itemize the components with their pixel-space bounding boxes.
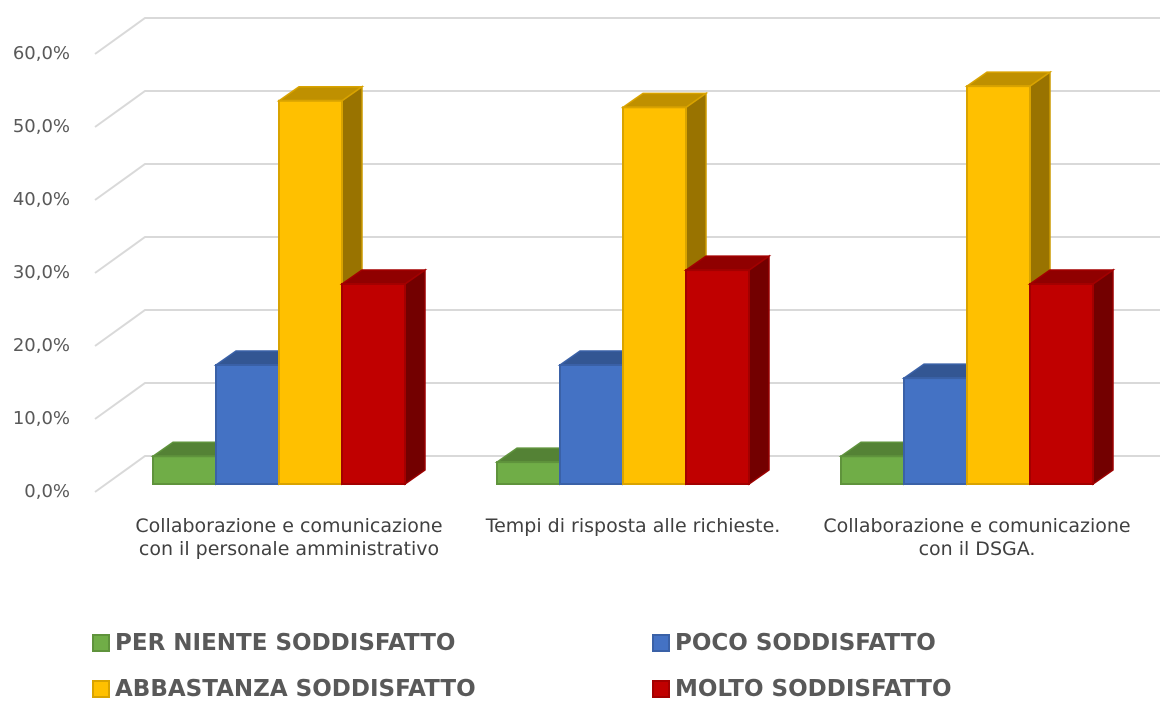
- bar-front: [341, 282, 406, 486]
- legend-label: POCO SODDISFATTO: [675, 630, 936, 656]
- grid-line: [94, 90, 1160, 128]
- grid-line: [94, 236, 1160, 274]
- legend-label: PER NIENTE SODDISFATTO: [115, 630, 456, 656]
- x-tick-label: Collaborazione e comunicazione con il DS…: [823, 515, 1131, 560]
- bar-front: [278, 99, 343, 485]
- y-tick-label: 10,0%: [13, 408, 70, 429]
- x-tick-label: Tempi di risposta alle richieste.: [485, 515, 781, 537]
- x-tick-label: Collaborazione e comunicazione con il pe…: [135, 515, 443, 560]
- legend-swatch: [652, 680, 670, 698]
- bar-front: [1029, 282, 1094, 486]
- grid-line: [94, 382, 1160, 420]
- grid-line: [94, 455, 1160, 493]
- bar-front: [903, 377, 968, 485]
- bar-side: [748, 254, 770, 486]
- legend-item: PER NIENTE SODDISFATTO: [92, 630, 455, 656]
- bar-side: [404, 268, 426, 486]
- bar-front: [559, 364, 624, 486]
- y-tick-label: 20,0%: [13, 335, 70, 356]
- y-tick-label: 50,0%: [13, 116, 70, 137]
- y-tick-label: 0,0%: [24, 481, 70, 502]
- bar-front: [840, 455, 905, 486]
- legend-item: MOLTO SODDISFATTO: [652, 676, 952, 702]
- bar-side: [1092, 268, 1114, 486]
- y-tick-label: 60,0%: [13, 43, 70, 64]
- bar: [339, 268, 428, 486]
- y-tick-label: 40,0%: [13, 189, 70, 210]
- bar: [1027, 268, 1116, 486]
- grid-line: [94, 309, 1160, 347]
- bar-front: [622, 106, 687, 485]
- legend-item: POCO SODDISFATTO: [652, 630, 936, 656]
- bar: [683, 254, 772, 486]
- legend-swatch: [92, 634, 110, 652]
- legend-label: ABBASTANZA SODDISFATTO: [115, 676, 476, 702]
- legend-item: ABBASTANZA SODDISFATTO: [92, 676, 476, 702]
- y-tick-label: 30,0%: [13, 262, 70, 283]
- bar-front: [496, 461, 561, 486]
- legend-swatch: [92, 680, 110, 698]
- bar-front: [966, 85, 1031, 486]
- legend-label: MOLTO SODDISFATTO: [675, 676, 952, 702]
- grid-line: [94, 17, 1160, 55]
- legend-swatch: [652, 634, 670, 652]
- bar-front: [152, 455, 217, 486]
- bar-front: [685, 269, 750, 485]
- grid-line: [94, 163, 1160, 201]
- bar-front: [215, 364, 280, 486]
